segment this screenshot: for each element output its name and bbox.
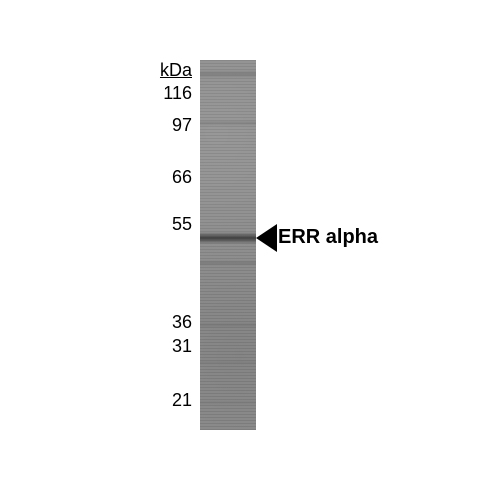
unit-label: kDa (152, 60, 192, 81)
blot-band (200, 322, 256, 328)
mw-marker: 97 (152, 115, 192, 136)
blot-band (200, 400, 256, 405)
mw-marker: 21 (152, 390, 192, 411)
blot-band (200, 120, 256, 126)
mw-marker: 116 (152, 83, 192, 104)
blot-band (200, 260, 256, 266)
band-arrow-icon (256, 224, 277, 252)
band-label: ERR alpha (278, 226, 378, 249)
mw-marker: 31 (152, 336, 192, 357)
mw-marker: 66 (152, 167, 192, 188)
blot-band (200, 360, 256, 365)
blot-band (200, 70, 256, 78)
mw-marker: 55 (152, 214, 192, 235)
blot-band (200, 232, 256, 244)
lane-texture (200, 60, 256, 430)
mw-marker: 36 (152, 312, 192, 333)
blot-lane (200, 60, 256, 430)
blot-figure: kDa 116 97 66 55 36 31 21 ERR alpha (80, 60, 420, 440)
